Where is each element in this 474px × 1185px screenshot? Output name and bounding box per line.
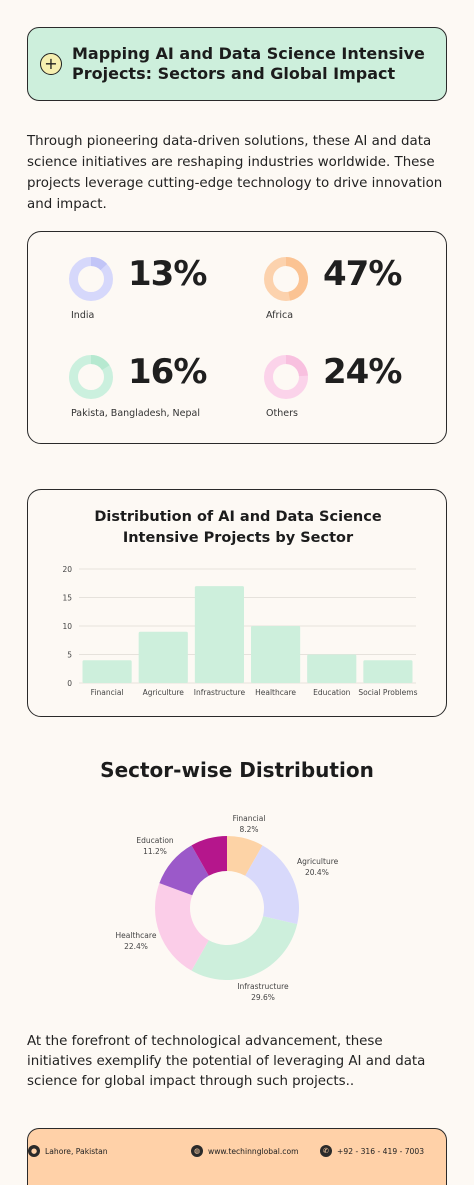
pie-slice-value: 29.6% (251, 993, 275, 1002)
pie-slice-value: 8.2% (239, 825, 258, 834)
pie-slice-name: Education (136, 836, 174, 845)
pie-slice-infrastructure (191, 916, 298, 980)
x-tick-label: Financial (91, 688, 124, 697)
stat-value-india: 13% (128, 254, 207, 294)
bar-education (307, 654, 357, 683)
bar-social-problems (363, 660, 413, 683)
donut-icon-south-asia (69, 355, 113, 399)
x-tick-label: Education (313, 688, 351, 697)
outro-paragraph: At the forefront of technological advanc… (27, 1034, 426, 1089)
page-title-line2: Projects: Sectors and Global Impact (72, 64, 396, 83)
stat-label-south-asia: Pakista, Bangladesh, Nepal (71, 408, 200, 419)
footer-website[interactable]: ◍ www.techinnglobal.com (191, 1145, 299, 1157)
y-tick-label: 15 (62, 594, 72, 603)
bar-chart-title-line2: Intensive Projects by Sector (122, 530, 354, 546)
y-tick-label: 10 (62, 622, 72, 631)
pie-slice-value: 11.2% (143, 847, 167, 856)
donut-icon-africa (264, 257, 309, 301)
y-tick-label: 0 (67, 679, 72, 688)
pie-slice-education (159, 845, 209, 896)
donut-fill (91, 355, 110, 371)
location-pin-icon: ● (28, 1145, 40, 1157)
pie-slice-name: Infrastructure (237, 982, 289, 991)
footer-phone-text[interactable]: +92 - 316 - 419 - 7003 (337, 1146, 425, 1156)
stat-value-africa: 47% (323, 254, 402, 294)
y-tick-label: 20 (62, 565, 72, 574)
phone-icon: ✆ (320, 1145, 332, 1157)
donut-fill (286, 355, 308, 377)
stat-india: 13% India (28, 232, 218, 321)
stat-africa: 47% Africa (223, 232, 413, 321)
pie-slice-value: 22.4% (124, 942, 148, 951)
pie-slice-healthcare (155, 883, 209, 971)
footer-location: ● Lahore, Pakistan (28, 1145, 108, 1157)
bar-financial (82, 660, 132, 683)
footer-phone[interactable]: ✆ +92 - 316 - 419 - 7003 (320, 1145, 424, 1157)
y-tick-label: 5 (67, 651, 72, 660)
stat-label-india: India (71, 310, 95, 321)
bar-healthcare (251, 626, 301, 683)
pie-slice-name: Agriculture (297, 857, 339, 866)
pie-slice-name: Healthcare (116, 931, 157, 940)
stat-label-others: Others (266, 408, 298, 419)
page-title: Mapping AI and Data Science Intensive Pr… (72, 44, 425, 84)
pie-slice-name: Financial (233, 814, 266, 823)
x-tick-label: Agriculture (143, 688, 185, 697)
bar-chart: 0 5 10 15 20 Financial Agriculture Infrastructu… (62, 565, 417, 697)
footer-website-text[interactable]: www.techinnglobal.com (208, 1146, 299, 1156)
region-stats-card: 13% India 47% Africa 16% Pakista, Bangla… (27, 231, 447, 444)
intro-paragraph: Through pioneering data-driven solutions… (27, 134, 443, 212)
title-banner: + Mapping AI and Data Science Intensive … (27, 27, 447, 101)
stat-others: 24% Others (223, 330, 413, 419)
x-tick-label: Infrastructure (194, 688, 246, 697)
pie-slice-social-problems (191, 836, 227, 876)
page-title-line1: Mapping AI and Data Science Intensive (72, 44, 425, 63)
bar-infrastructure (194, 586, 244, 683)
plus-circle-icon: + (40, 53, 62, 75)
globe-icon: ◍ (191, 1145, 203, 1157)
stat-value-others: 24% (323, 352, 402, 392)
pie-chart-title: Sector-wise Distribution (100, 758, 374, 782)
donut-icon-others (264, 355, 308, 399)
footer-location-text: Lahore, Pakistan (45, 1146, 108, 1156)
pie-slice-financial (227, 836, 263, 876)
stat-label-africa: Africa (266, 310, 294, 321)
bar-chart-title-line1: Distribution of AI and Data Science (94, 509, 382, 525)
donut-icon-india (69, 257, 113, 301)
bar-chart-title: Distribution of AI and Data Science Inte… (28, 507, 448, 549)
pie-slice-agriculture (245, 845, 299, 925)
donut-fill (286, 257, 309, 301)
footer: ● Lahore, Pakistan ◍ www.techinnglobal.c… (27, 1128, 447, 1185)
x-tick-label: Social Problems (358, 688, 417, 697)
pie-slice-value: 20.4% (305, 868, 329, 877)
stat-value-south-asia: 16% (128, 352, 207, 392)
bar-agriculture (138, 631, 188, 683)
donut-fill (91, 257, 108, 271)
stat-south-asia: 16% Pakista, Bangladesh, Nepal (28, 330, 218, 419)
sector-bar-chart-card: Distribution of AI and Data Science Inte… (27, 489, 447, 717)
pie-chart: Financial 8.2% Agriculture 20.4% Infrastruct… (116, 814, 339, 1002)
x-tick-label: Healthcare (255, 688, 296, 697)
